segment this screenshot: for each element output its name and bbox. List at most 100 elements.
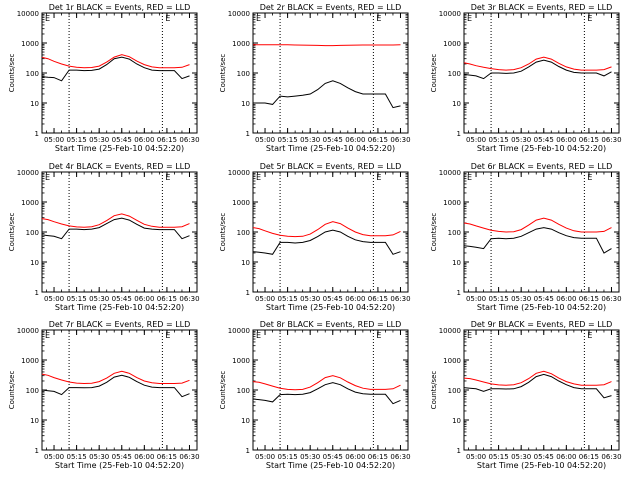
plot-frame — [252, 12, 409, 134]
events-series-line — [463, 227, 612, 254]
plot-frame — [252, 171, 409, 293]
y-tick-label: 10000 — [17, 169, 39, 177]
x-tick-label: 06:00 — [134, 136, 154, 144]
y-tick-label: 10 — [241, 259, 250, 267]
x-tick-label: 05:30 — [300, 453, 320, 461]
top-marker-label: E — [376, 173, 381, 182]
events-series-line — [41, 217, 190, 240]
x-tick-label: 06:00 — [556, 453, 576, 461]
y-tick-label: 1000 — [232, 40, 250, 48]
y-tick-label: 1 — [457, 130, 461, 138]
x-axis-label: Start Time (25-Feb-10 04:52:20) — [55, 144, 184, 153]
chart-panel: Det 7r BLACK = Events, RED = LLD 1 10 100 10… — [8, 320, 200, 470]
x-tick-label: 05:30 — [511, 136, 531, 144]
y-tick-label: 100 — [26, 387, 39, 395]
top-marker-label: E — [256, 173, 261, 182]
y-tick-label: 10 — [30, 259, 39, 267]
x-tick-label: 05:30 — [89, 453, 109, 461]
x-tick-label: 06:30 — [601, 136, 621, 144]
y-tick-label: 10 — [241, 417, 250, 425]
plot-frame — [41, 12, 198, 134]
y-tick-label: 10000 — [17, 10, 39, 18]
top-marker-label: E — [165, 331, 170, 340]
y-tick-label: 10 — [452, 100, 461, 108]
x-tick-label: 05:15 — [278, 295, 298, 303]
x-tick-label: 06:15 — [368, 295, 388, 303]
x-tick-label: 05:30 — [300, 295, 320, 303]
x-tick-label: 05:45 — [534, 295, 554, 303]
x-tick-label: 05:45 — [323, 453, 343, 461]
y-axis-label: Counts/sec — [219, 371, 227, 410]
x-tick-label: 06:30 — [179, 136, 199, 144]
x-tick-label: 06:30 — [390, 136, 410, 144]
x-tick-label: 05:00 — [255, 136, 275, 144]
x-tick-label: 06:00 — [134, 295, 154, 303]
y-tick-label: 1000 — [21, 40, 39, 48]
y-tick-label: 1000 — [443, 40, 461, 48]
x-tick-label: 06:15 — [368, 453, 388, 461]
x-tick-label: 05:45 — [534, 136, 554, 144]
y-tick-label: 1 — [246, 289, 250, 297]
top-marker-label: E — [256, 14, 261, 23]
x-tick-label: 05:45 — [112, 295, 132, 303]
y-tick-label: 1 — [35, 130, 39, 138]
y-tick-label: 10000 — [439, 10, 461, 18]
x-axis-label: Start Time (25-Feb-10 04:52:20) — [55, 461, 184, 470]
x-tick-label: 06:15 — [368, 136, 388, 144]
events-series-line — [463, 373, 612, 399]
chart-panel: Det 5r BLACK = Events, RED = LLD 1 10 100 10… — [219, 162, 411, 312]
x-axis-label: Start Time (25-Feb-10 04:52:20) — [477, 303, 606, 312]
plot-frame — [252, 329, 409, 451]
chart-title: Det 3r BLACK = Events, RED = LLD — [471, 3, 613, 12]
chart-panel: Det 4r BLACK = Events, RED = LLD 1 10 100 10… — [8, 162, 200, 312]
x-tick-label: 05:45 — [323, 295, 343, 303]
y-tick-label: 10000 — [439, 327, 461, 335]
y-axis-label: Counts/sec — [430, 54, 438, 93]
chart-title: Det 8r BLACK = Events, RED = LLD — [260, 320, 402, 329]
lld-series-line — [41, 54, 190, 69]
x-tick-label: 05:30 — [511, 453, 531, 461]
x-tick-label: 06:15 — [157, 453, 177, 461]
top-marker-label: E — [376, 14, 381, 23]
lld-series-line — [252, 375, 401, 391]
y-tick-label: 1 — [246, 447, 250, 455]
x-axis-label: Start Time (25-Feb-10 04:52:20) — [477, 461, 606, 470]
top-marker-label: E — [376, 331, 381, 340]
chart-panel: Det 8r BLACK = Events, RED = LLD 1 10 100 10… — [219, 320, 411, 470]
y-tick-label: 1 — [457, 289, 461, 297]
chart-panel: Det 1r BLACK = Events, RED = LLD 1 10 100 10… — [8, 3, 200, 153]
top-marker-label: E — [45, 331, 50, 340]
y-axis-label: Counts/sec — [8, 371, 16, 410]
y-tick-label: 1 — [246, 130, 250, 138]
x-tick-label: 05:30 — [89, 136, 109, 144]
chart-title: Det 7r BLACK = Events, RED = LLD — [49, 320, 191, 329]
y-tick-label: 10 — [30, 417, 39, 425]
lld-series-line — [41, 213, 190, 228]
y-tick-label: 1000 — [21, 357, 39, 365]
chart-title: Det 2r BLACK = Events, RED = LLD — [260, 3, 402, 12]
y-tick-label: 10000 — [228, 10, 250, 18]
x-tick-label: 06:15 — [579, 453, 599, 461]
events-series-line — [252, 382, 401, 405]
top-marker-label: E — [165, 14, 170, 23]
y-axis-label: Counts/sec — [8, 213, 16, 252]
x-tick-label: 05:00 — [466, 453, 486, 461]
y-tick-label: 10000 — [439, 169, 461, 177]
y-tick-label: 1 — [457, 447, 461, 455]
x-tick-label: 06:00 — [134, 453, 154, 461]
top-marker-label: E — [45, 14, 50, 23]
top-marker-label: E — [587, 331, 592, 340]
x-tick-label: 05:15 — [67, 136, 87, 144]
y-tick-label: 10000 — [228, 169, 250, 177]
y-tick-label: 100 — [26, 229, 39, 237]
x-tick-label: 06:15 — [157, 136, 177, 144]
chart-title: Det 4r BLACK = Events, RED = LLD — [49, 162, 191, 171]
x-tick-label: 05:00 — [44, 453, 64, 461]
y-tick-label: 1000 — [443, 199, 461, 207]
x-axis-label: Start Time (25-Feb-10 04:52:20) — [55, 303, 184, 312]
x-tick-label: 05:00 — [255, 453, 275, 461]
y-tick-label: 100 — [237, 387, 250, 395]
x-tick-label: 05:30 — [511, 295, 531, 303]
top-marker-label: E — [45, 173, 50, 182]
events-series-line — [463, 59, 612, 80]
